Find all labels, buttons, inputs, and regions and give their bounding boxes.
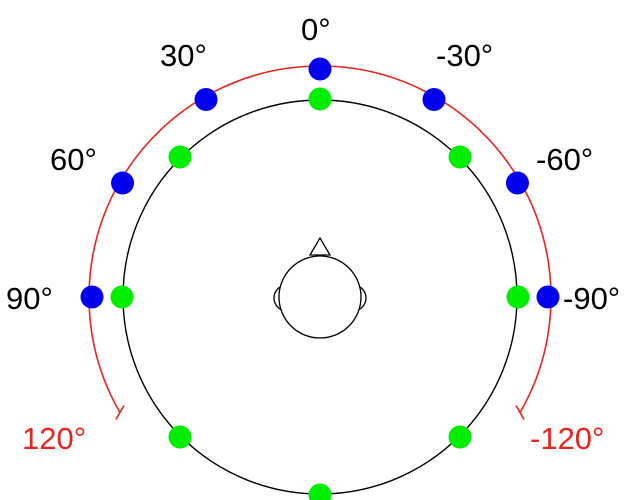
- label-30: 30°: [160, 38, 207, 73]
- range-tick-right: [515, 405, 525, 420]
- green-marker-minus-90: [506, 285, 530, 309]
- green-marker-0: [308, 87, 332, 111]
- green-markers: [110, 87, 530, 500]
- green-marker-90: [110, 285, 134, 309]
- blue-marker-30: [194, 88, 218, 112]
- label-60: 60°: [50, 142, 97, 177]
- blue-marker-0: [308, 57, 332, 81]
- label-120: 120°: [22, 421, 86, 456]
- label-minus-90: -90°: [563, 281, 620, 316]
- green-marker-minus-45: [448, 145, 472, 169]
- listener-head: [273, 236, 367, 339]
- label-0: 0°: [301, 12, 331, 47]
- label-minus-60: -60°: [536, 142, 593, 177]
- label-minus-120: -120°: [530, 421, 604, 456]
- label-90: 90°: [6, 281, 53, 316]
- nose: [308, 236, 332, 256]
- range-tick-left: [115, 405, 125, 420]
- blue-marker-minus-90: [536, 285, 560, 309]
- blue-marker-90: [80, 285, 104, 309]
- blue-marker-minus-30: [422, 88, 446, 112]
- head-circle: [278, 255, 362, 339]
- green-marker-135: [168, 425, 192, 449]
- green-marker-minus-135: [448, 425, 472, 449]
- blue-marker-60: [111, 171, 135, 195]
- blue-marker-minus-60: [505, 171, 529, 195]
- green-marker-180: [308, 483, 332, 500]
- blue-markers: [80, 57, 560, 309]
- green-marker-45: [168, 145, 192, 169]
- label-minus-30: -30°: [436, 38, 493, 73]
